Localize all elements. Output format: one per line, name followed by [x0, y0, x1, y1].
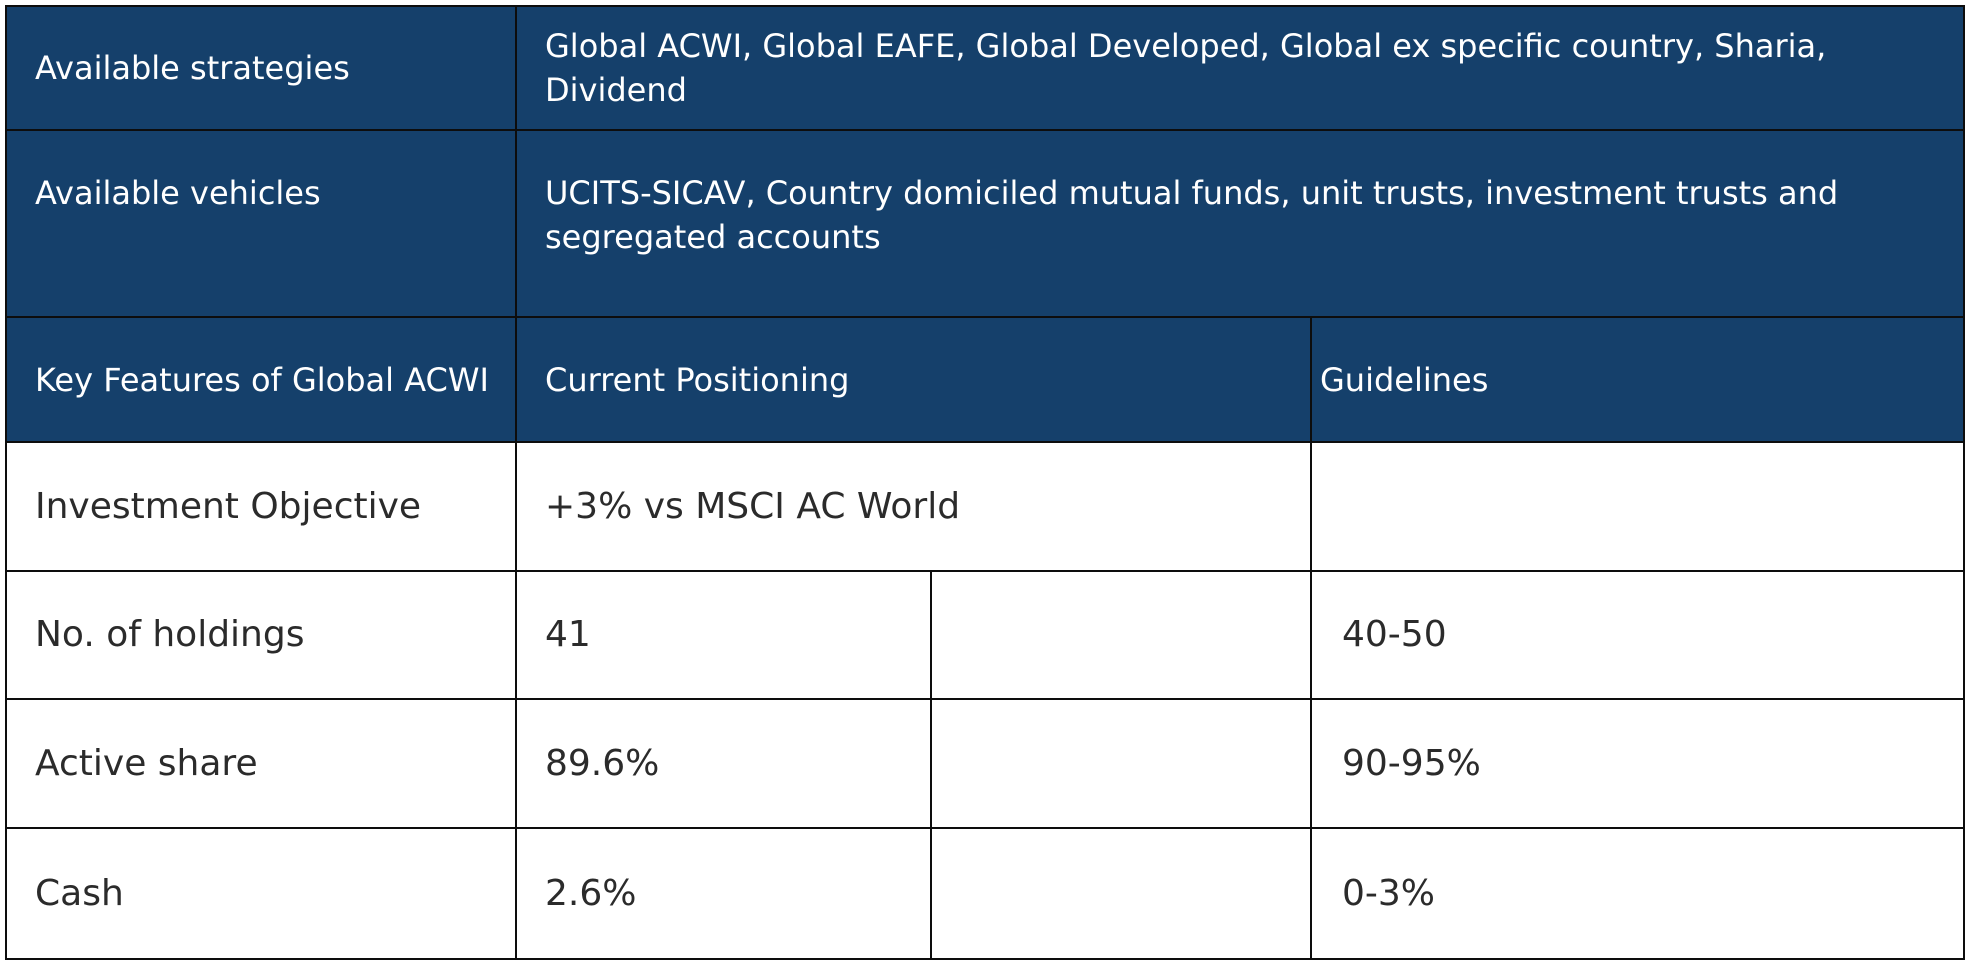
holdings-label: No. of holdings: [5, 570, 517, 700]
objective-guidelines: [1310, 441, 1965, 572]
table-row-column-headers: Key Features of Global ACWI Current Posi…: [5, 316, 1965, 443]
table-row-vehicles: Available vehicles UCITS-SICAV, Country …: [5, 129, 1965, 318]
cash-spacer-cell: [930, 827, 1312, 960]
vehicles-label: Available vehicles: [5, 129, 517, 318]
cash-current: 2.6%: [515, 827, 932, 960]
column-header-guidelines: Guidelines: [1310, 316, 1965, 443]
cash-guidelines: 0-3%: [1310, 827, 1965, 960]
objective-label: Investment Objective: [5, 441, 517, 572]
table-row: Active share 89.6% 90-95%: [5, 698, 1965, 829]
holdings-spacer-cell: [930, 570, 1312, 700]
cash-label: Cash: [5, 827, 517, 960]
column-header-features: Key Features of Global ACWI: [5, 316, 517, 443]
strategies-label: Available strategies: [5, 5, 517, 131]
holdings-current: 41: [515, 570, 932, 700]
objective-current: +3% vs MSCI AC World: [515, 441, 1312, 572]
active-share-label: Active share: [5, 698, 517, 829]
holdings-guidelines: 40-50: [1310, 570, 1965, 700]
table-row: No. of holdings 41 40-50: [5, 570, 1965, 700]
strategies-value: Global ACWI, Global EAFE, Global Develop…: [515, 5, 1965, 131]
active-share-spacer-cell: [930, 698, 1312, 829]
active-share-guidelines: 90-95%: [1310, 698, 1965, 829]
table-row-objective: Investment Objective +3% vs MSCI AC Worl…: [5, 441, 1965, 572]
table-row: Cash 2.6% 0-3%: [5, 827, 1965, 960]
column-header-current: Current Positioning: [515, 316, 1312, 443]
table-row-strategies: Available strategies Global ACWI, Global…: [5, 5, 1965, 131]
strategy-features-table: Available strategies Global ACWI, Global…: [5, 5, 1965, 960]
active-share-current: 89.6%: [515, 698, 932, 829]
vehicles-value: UCITS-SICAV, Country domiciled mutual fu…: [515, 129, 1965, 318]
